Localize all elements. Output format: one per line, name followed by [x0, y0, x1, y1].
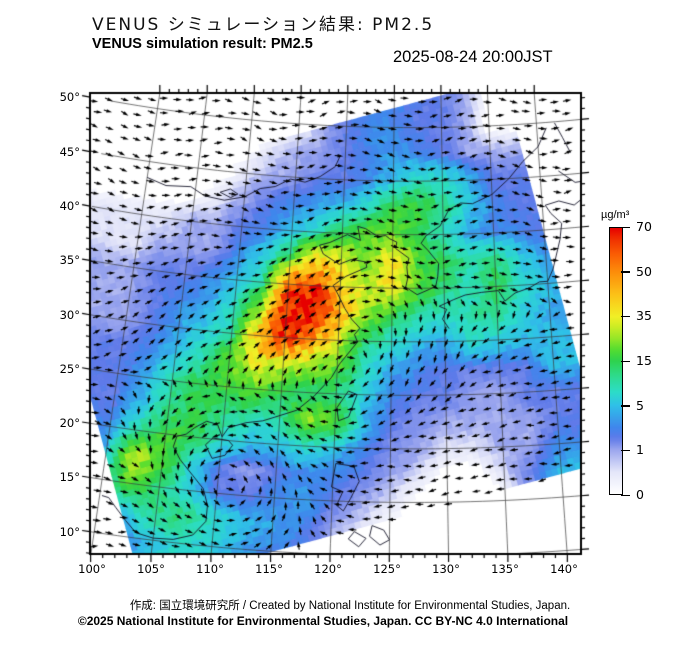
license-line: ©2025 National Institute for Environment… — [77, 614, 569, 628]
colorbar-tick-label: 35 — [636, 308, 652, 324]
lon-tick-label: 140° — [550, 562, 578, 576]
lat-tick-label: 10° — [59, 524, 80, 539]
colorbar-tick-label: 0 — [636, 487, 644, 502]
lon-tick-label: 125° — [373, 562, 401, 576]
lat-tick-label: 15° — [59, 470, 80, 485]
lon-tick-label: 120° — [314, 562, 342, 576]
lat-tick-label: 35° — [59, 253, 80, 268]
colorbar-tick-mark — [621, 449, 630, 452]
lon-tick-label: 110° — [196, 562, 224, 576]
colorbar-tick-label: 50 — [636, 263, 652, 279]
colorbar-tick-mark — [621, 226, 630, 228]
colorbar-tick-mark — [621, 271, 630, 273]
lat-tick-label: 20° — [59, 416, 80, 431]
colorbar-tick-mark — [621, 360, 630, 362]
lat-tick-label: 25° — [59, 362, 80, 377]
lon-tick-label: 115° — [255, 562, 283, 576]
lat-tick-label: 45° — [59, 144, 80, 159]
lon-tick-label: 105° — [137, 562, 165, 576]
lon-tick-label: 135° — [491, 562, 519, 576]
colorbar-unit-label: µg/m³ — [601, 209, 630, 221]
lat-tick-label: 40° — [59, 199, 80, 214]
page-title-english: VENUS simulation result: PM2.5 — [92, 36, 313, 52]
colorbar-tick-label: 15 — [636, 353, 652, 368]
page-title-japanese: VENUS シミュレーション結果: PM2.5 — [92, 15, 435, 35]
credit-line: 作成: 国立環境研究所 / Created by National Instit… — [129, 600, 571, 612]
lat-tick-label: 50° — [59, 90, 80, 105]
colorbar-tick-mark — [621, 494, 630, 496]
lon-tick-label: 130° — [432, 562, 460, 576]
lat-tick-label: 30° — [59, 307, 80, 322]
colorbar-tick-label: 1 — [636, 442, 644, 458]
valid-timestamp: 2025-08-24 20:00JST — [393, 48, 553, 66]
colorbar-tick-mark — [621, 315, 630, 318]
colorbar-tick-label: 5 — [636, 397, 644, 413]
colorbar-tick-mark — [621, 405, 630, 407]
colorbar-tick-label: 70 — [636, 219, 652, 234]
lon-tick-label: 100° — [78, 562, 106, 576]
